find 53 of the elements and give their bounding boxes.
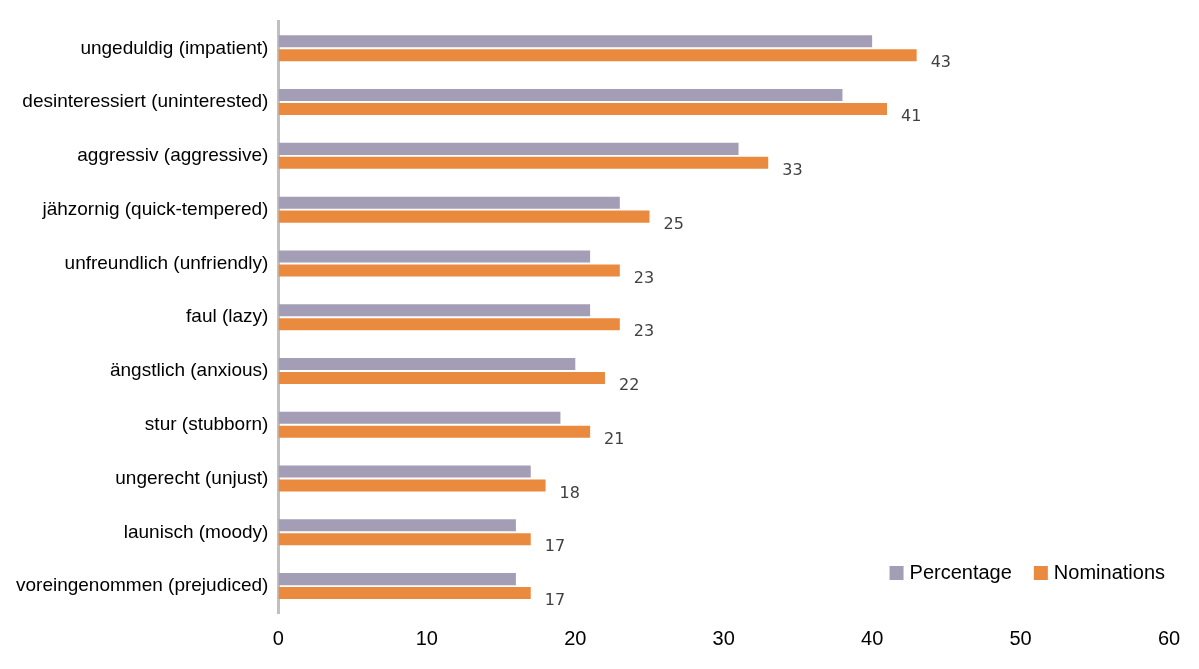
data-label: 17 (544, 590, 566, 610)
data-label: 21 (604, 428, 625, 448)
y-tick-label: ungeduldig (impatient) (80, 36, 269, 58)
y-tick-label: desinteressiert (uninterested) (22, 90, 269, 112)
bar (278, 318, 620, 331)
bar (278, 103, 887, 116)
bar (278, 89, 843, 102)
data-label: 23 (633, 321, 655, 341)
bar (278, 411, 561, 424)
data-label: 22 (618, 375, 640, 395)
bar (278, 49, 917, 62)
bar (278, 35, 873, 48)
data-label: 17 (544, 536, 566, 556)
bar (278, 425, 591, 438)
data-label: 18 (559, 482, 580, 502)
bar (278, 371, 605, 384)
bar (278, 479, 546, 492)
x-tick-label: 50 (1009, 626, 1032, 649)
bar (278, 264, 620, 277)
y-tick-label: aggressiv (aggressive) (77, 144, 269, 166)
x-tick-label: 60 (1157, 626, 1181, 649)
data-label: 33 (782, 160, 803, 179)
y-tick-label: launisch (moody) (123, 520, 269, 542)
data-label: 41 (900, 106, 922, 126)
bar (278, 250, 591, 263)
y-tick-label: faul (lazy) (186, 305, 269, 327)
bar (278, 196, 620, 209)
y-tick-label: ängstlich (anxious) (109, 359, 269, 381)
y-tick-label: unfreundlich (unfriendly) (64, 251, 269, 273)
y-tick-label: stur (stubborn) (144, 413, 269, 434)
bar (278, 519, 516, 532)
bar (278, 465, 531, 478)
y-tick-label: jähzornig (quick-tempered) (41, 197, 269, 219)
legend-label: Percentage (909, 560, 1012, 583)
bar (278, 156, 769, 169)
y-tick-label: voreingenommen (prejudiced) (15, 574, 269, 596)
x-tick-label: 0 (272, 626, 284, 649)
data-label: 25 (663, 213, 684, 233)
x-tick-label: 40 (861, 626, 884, 649)
bar (278, 573, 516, 586)
bar (278, 142, 739, 155)
x-tick-label: 30 (712, 626, 735, 649)
legend-label: Nominations (1053, 560, 1166, 583)
y-tick-label: ungerecht (unjust) (115, 466, 269, 488)
x-tick-label: 20 (564, 626, 587, 649)
bar (278, 304, 591, 317)
data-label: 43 (930, 52, 952, 72)
bar (278, 533, 531, 546)
bar (278, 587, 531, 600)
x-tick-label: 10 (415, 626, 438, 649)
bar (278, 210, 650, 223)
data-label: 23 (633, 267, 655, 287)
bar (278, 357, 576, 370)
